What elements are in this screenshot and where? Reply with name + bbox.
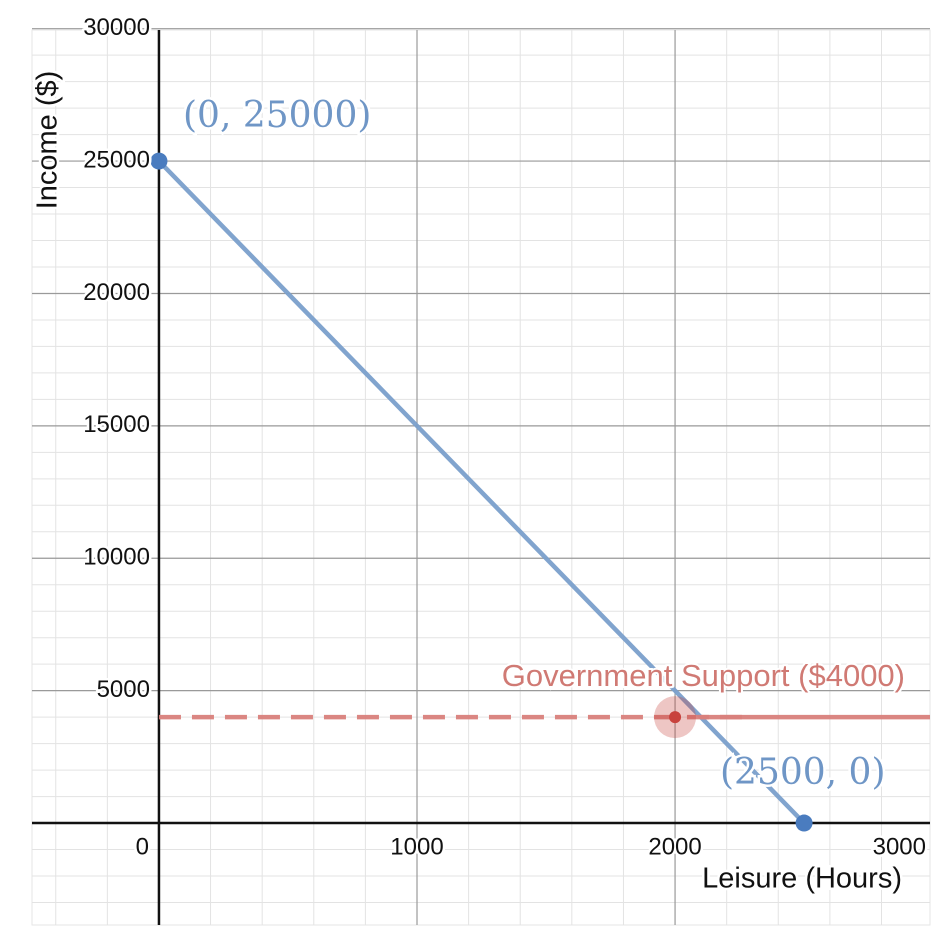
line	[157, 159, 806, 825]
y-axis-label: Income ($)	[32, 71, 64, 210]
annotation: (0, 25000)	[183, 95, 371, 136]
y-tick-label: 30000	[83, 14, 150, 41]
y-tick-label: 20000	[83, 279, 150, 306]
endpoint	[150, 152, 168, 170]
annotation: Government Support ($4000)	[502, 658, 905, 693]
annotation: (2500, 0)	[720, 752, 886, 793]
y-tick-label: 10000	[83, 544, 150, 571]
x-tick-label: 2000	[648, 833, 701, 860]
graph-area	[31, 29, 931, 926]
endpoint	[795, 814, 813, 832]
y-tick-label: 25000	[83, 146, 150, 173]
x-tick-label: 1000	[390, 833, 443, 860]
x-tick-label: 3000	[873, 833, 926, 860]
x-tick-label: 0	[136, 833, 149, 860]
y-tick-label: 5000	[97, 676, 150, 703]
y-tick-label: 15000	[83, 411, 150, 438]
point	[669, 711, 682, 724]
x-axis-label: Leisure (Hours)	[702, 863, 902, 895]
